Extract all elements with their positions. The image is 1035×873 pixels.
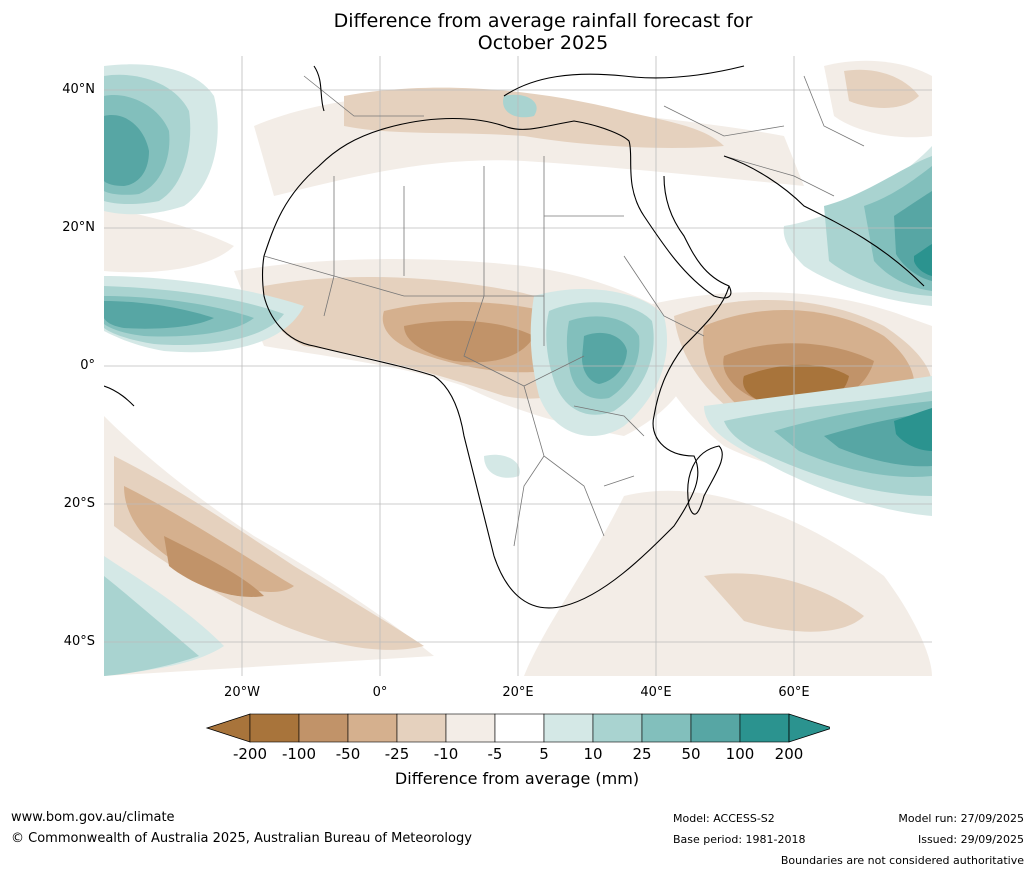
colorbar-bin xyxy=(690,713,741,743)
colorbar-tick-label: -200 xyxy=(232,745,268,763)
colorbar-tick-label: 200 xyxy=(774,745,804,763)
chart-title: Difference from average rainfall forecas… xyxy=(243,10,843,54)
lon-label-0: 0° xyxy=(372,685,388,700)
country-borders xyxy=(263,75,865,547)
colorbar-tick-label: 25 xyxy=(632,745,652,763)
lat-label-40s: 40°S xyxy=(63,634,95,649)
colorbar-bin xyxy=(396,713,447,743)
footer-website: www.bom.gov.au/climate xyxy=(11,810,175,825)
lat-label-20s: 20°S xyxy=(63,496,95,511)
colorbar-bin xyxy=(298,713,349,743)
graticule xyxy=(104,56,932,676)
lon-label-20w: 20°W xyxy=(224,685,260,700)
colorbar-tick-label: -100 xyxy=(281,745,317,763)
footer-issued: Issued: 29/09/2025 xyxy=(917,833,1024,846)
colorbar-tick-label: -10 xyxy=(433,745,459,763)
colorbar-tick-label: 50 xyxy=(681,745,701,763)
lat-label-20n: 20°N xyxy=(62,220,95,235)
title-line-1: Difference from average rainfall forecas… xyxy=(333,10,753,32)
footer-model: Model: ACCESS-S2 xyxy=(673,812,775,825)
colorbar-tick-label: 10 xyxy=(583,745,603,763)
footer-copyright: © Commonwealth of Australia 2025, Austra… xyxy=(11,831,472,846)
colorbar-tick-label: -5 xyxy=(487,745,503,763)
wet-100-regions xyxy=(894,244,932,451)
colorbar-bin xyxy=(494,713,545,743)
title-line-2: October 2025 xyxy=(477,32,609,54)
rainfall-anomaly-map xyxy=(104,56,932,676)
lat-label-0: 0° xyxy=(80,358,95,373)
lon-label-60e: 60°E xyxy=(778,685,810,700)
colorbar-tick-label: -25 xyxy=(384,745,410,763)
colorbar-bin xyxy=(739,713,790,743)
coastline xyxy=(104,65,925,609)
footer-disclaimer: Boundaries are not considered authoritat… xyxy=(780,854,1024,867)
colorbar-bin xyxy=(249,713,300,743)
colorbar-bin xyxy=(347,713,398,743)
colorbar-bin xyxy=(641,713,692,743)
lon-label-40e: 40°E xyxy=(640,685,672,700)
colorbar-tick-label: -50 xyxy=(335,745,361,763)
wet-50-regions xyxy=(104,115,932,467)
colorbar-extend-low xyxy=(205,713,251,743)
colorbar-title: Difference from average (mm) xyxy=(394,769,640,788)
lat-label-40n: 40°N xyxy=(62,82,95,97)
lon-label-20e: 20°E xyxy=(502,685,534,700)
colorbar-bin xyxy=(543,713,594,743)
colorbar-tick-label: 5 xyxy=(539,745,549,763)
footer-model-run: Model run: 27/09/2025 xyxy=(898,812,1024,825)
colorbar-tick-label: 100 xyxy=(725,745,755,763)
colorbar-legend xyxy=(205,713,830,743)
footer-base-period: Base period: 1981-2018 xyxy=(673,833,806,846)
colorbar-extend-high xyxy=(788,713,830,743)
colorbar-bin xyxy=(592,713,643,743)
colorbar-bin xyxy=(445,713,496,743)
map-svg xyxy=(104,56,932,676)
